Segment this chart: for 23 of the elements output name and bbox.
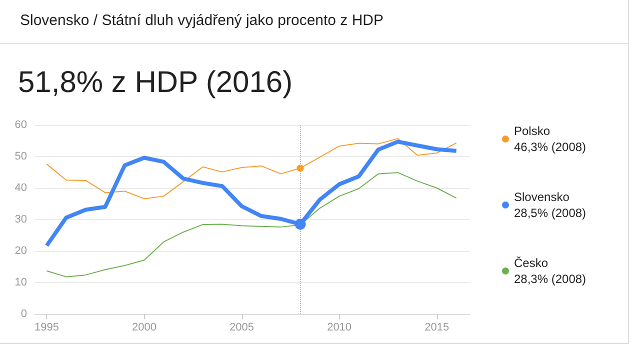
x-tick-label: 1995 [34, 322, 59, 334]
y-tick-label: 40 [14, 182, 27, 194]
y-tick-label: 20 [14, 245, 27, 257]
line-series [44, 140, 458, 248]
chart-subtitle: Slovensko / Státní dluh vyjádřený jako procento z HDP [20, 12, 384, 29]
legend-label: Slovensko [514, 190, 570, 204]
x-tick-label: 2010 [327, 322, 352, 334]
y-tick-label: 10 [14, 276, 27, 288]
legend-label: Česko [514, 256, 548, 270]
legend-label: Polsko [514, 124, 550, 138]
x-tick-label: 2000 [132, 322, 156, 334]
line-series [46, 138, 457, 200]
y-tick-label: 50 [14, 150, 27, 162]
y-tick-label: 0 [20, 308, 27, 320]
x-tick-label: 2015 [424, 322, 450, 334]
x-tick-label: 2005 [230, 322, 254, 334]
text: 28,3% (2008) [514, 272, 586, 286]
chart-title: 51,8% z HDP (2016) [18, 66, 293, 100]
text: 28,5% (2008) [514, 206, 586, 220]
line-series [46, 172, 457, 278]
text: 46,3% (2008) [514, 140, 586, 154]
y-tick-label: 30 [14, 214, 27, 226]
y-tick-label: 60 [14, 119, 27, 131]
